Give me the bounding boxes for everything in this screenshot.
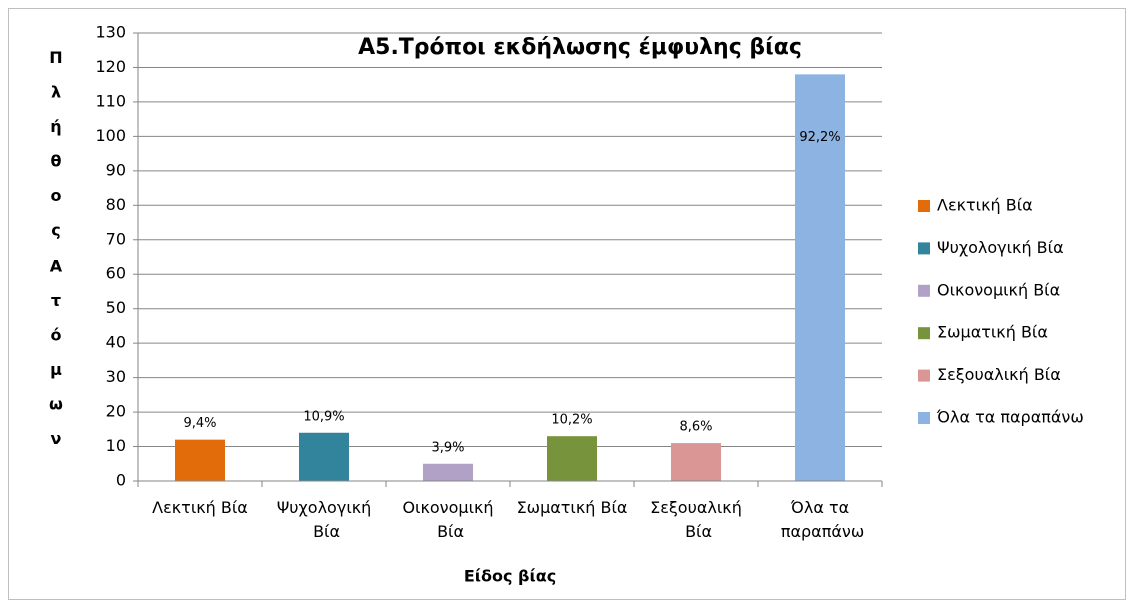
legend-label: Όλα τα παραπάνω xyxy=(936,408,1084,427)
y-tick-label: 30 xyxy=(106,367,126,386)
y-tick-label: 0 xyxy=(116,471,126,490)
y-tick-label: 80 xyxy=(106,195,126,214)
annotation: 8,6% xyxy=(679,420,712,435)
y-tick-label: 100 xyxy=(95,126,126,145)
legend-swatch xyxy=(918,327,930,340)
legend-label: Σεξουαλική Βία xyxy=(937,365,1061,384)
y-tick-label: 70 xyxy=(106,229,126,248)
annotation: 3,9% xyxy=(431,440,464,455)
legend-label: Ψυχολογική Βία xyxy=(937,238,1064,257)
legend-label: Λεκτική Βία xyxy=(937,196,1033,215)
legend-swatch xyxy=(918,284,930,297)
bar xyxy=(423,463,473,481)
x-tick-label: Λεκτική Βία xyxy=(152,498,248,517)
y-tick-label: 10 xyxy=(106,436,126,455)
x-tick-label: Όλα τα παραπάνω xyxy=(776,498,864,541)
legend-label: Οικονομική Βία xyxy=(937,280,1060,299)
y-tick-label: 20 xyxy=(106,402,126,421)
annotation: 10,9% xyxy=(303,409,344,424)
bar xyxy=(299,432,349,481)
y-tick-label: 110 xyxy=(95,91,126,110)
annotation: 10,2% xyxy=(551,413,592,428)
legend-swatch xyxy=(918,369,930,382)
x-tick-label: Σωματική Βία xyxy=(517,498,628,517)
x-tick-label: Σεξουαλική Βία xyxy=(650,498,742,541)
legend-label: Σωματική Βία xyxy=(937,323,1048,342)
legend-swatch xyxy=(918,242,930,255)
x-tick-label: Ψυχολογική Βία xyxy=(277,498,372,541)
bar xyxy=(175,439,225,481)
x-tick-label: Οικονομική Βία xyxy=(402,498,493,541)
legend-swatch xyxy=(918,412,930,424)
chart-frame xyxy=(8,8,1126,600)
bar xyxy=(547,436,597,481)
y-tick-label: 120 xyxy=(95,57,126,76)
y-tick-label: 90 xyxy=(106,160,126,179)
bar xyxy=(671,443,721,481)
bar xyxy=(795,74,845,481)
annotation: 92,2% xyxy=(799,130,840,145)
chart-title: A5.Τρόποι εκδήλωσης έμφυλης βίας xyxy=(358,35,802,60)
x-axis-title: Είδος βίας xyxy=(464,567,556,586)
annotation: 9,4% xyxy=(183,416,216,431)
y-tick-label: 130 xyxy=(95,23,126,42)
legend-swatch xyxy=(918,200,930,212)
y-tick-label: 60 xyxy=(106,264,126,283)
y-tick-label: 50 xyxy=(106,298,126,317)
y-tick-label: 40 xyxy=(106,333,126,352)
